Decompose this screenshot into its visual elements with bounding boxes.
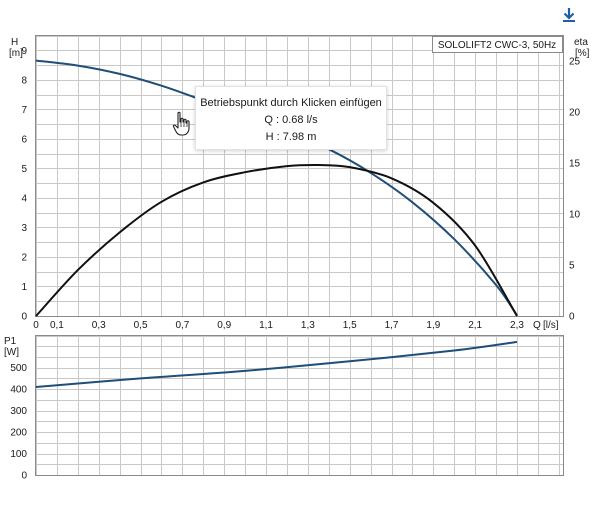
chart-title: SOLOLIFT2 CWC-3, 50Hz xyxy=(438,40,556,51)
y-tick-label: 3 xyxy=(21,223,27,234)
x-tick-label: 0 xyxy=(33,320,39,331)
operating-point-tooltip: Betriebspunkt durch Klicken einfügen Q :… xyxy=(195,86,387,150)
y-tick-label: 6 xyxy=(21,134,27,145)
tooltip-q-value: Q : 0.68 l/s xyxy=(264,114,318,126)
top-chart-frame xyxy=(35,35,564,317)
bottom-y-tick-label: 300 xyxy=(10,406,27,417)
y2-axis-label: eta xyxy=(574,37,588,48)
y-tick-label: 7 xyxy=(21,105,27,116)
x-axis-unit: [l/s] xyxy=(543,320,559,331)
bottom-y-tick-label: 500 xyxy=(10,363,27,374)
x-tick-label: 0,9 xyxy=(217,320,231,331)
top-chart-grid xyxy=(36,35,563,317)
y2-tick-label: 0 xyxy=(569,312,575,323)
tooltip-h-value: H : 7.98 m xyxy=(265,131,317,143)
x-tick-label: 0,1 xyxy=(50,320,64,331)
bottom-chart-frame xyxy=(35,335,564,476)
bottom-y-axis-label: P1 xyxy=(4,336,17,347)
y2-tick-label: 10 xyxy=(569,210,581,221)
y2-tick-label: 15 xyxy=(569,159,581,170)
efficiency-curve-line xyxy=(35,163,518,317)
y-axis-unit: [m] xyxy=(9,48,23,59)
y-axis-label: H xyxy=(11,37,18,48)
y-tick-label: 2 xyxy=(21,252,27,263)
x-tick-label: 2,1 xyxy=(468,320,482,331)
bottom-y-axis-unit: [W] xyxy=(4,347,19,358)
y-tick-label: 9 xyxy=(21,46,27,57)
chart-title-box xyxy=(432,36,563,53)
y-tick-label: 4 xyxy=(21,193,27,204)
bottom-y-tick-label: 0 xyxy=(21,471,27,482)
x-tick-label: 1,9 xyxy=(426,320,440,331)
download-icon xyxy=(563,8,575,22)
y2-tick-label: 5 xyxy=(569,261,575,272)
tooltip-title: Betriebspunkt durch Klicken einfügen xyxy=(200,97,382,109)
y2-axis-unit: [%] xyxy=(575,48,590,59)
y-tick-label: 1 xyxy=(21,282,27,293)
x-tick-label: 1,3 xyxy=(301,320,315,331)
x-axis-label: Q xyxy=(533,320,541,331)
bottom-series-layer xyxy=(35,340,518,388)
bottom-y-tick-label: 100 xyxy=(10,449,27,460)
bottom-y-tick-label: 400 xyxy=(10,385,27,396)
y-tick-label: 0 xyxy=(21,312,27,323)
x-tick-label: 1,1 xyxy=(259,320,273,331)
y-tick-label: 5 xyxy=(21,164,27,175)
y-tick-label: 8 xyxy=(21,75,27,86)
y2-tick-label: 25 xyxy=(569,57,581,68)
x-tick-label: 0,3 xyxy=(92,320,106,331)
hand-cursor-icon xyxy=(171,111,193,137)
bottom-chart-grid xyxy=(36,335,563,476)
tick-labels: 0 0,1 0,3 0,5 0,7 0,9 1,1 1,3 1,5 1,7 1,9 2,1 2,3 0 1 2… xyxy=(10,46,580,482)
x-tick-label: 1,5 xyxy=(343,320,357,331)
x-tick-label: 0,5 xyxy=(134,320,148,331)
download-button[interactable] xyxy=(560,6,578,24)
x-tick-label: 0,7 xyxy=(175,320,189,331)
x-tick-label: 2,3 xyxy=(510,320,524,331)
x-tick-label: 1,7 xyxy=(385,320,399,331)
y2-tick-label: 20 xyxy=(569,108,581,119)
bottom-y-tick-label: 200 xyxy=(10,428,27,439)
power-curve-line xyxy=(35,340,518,388)
